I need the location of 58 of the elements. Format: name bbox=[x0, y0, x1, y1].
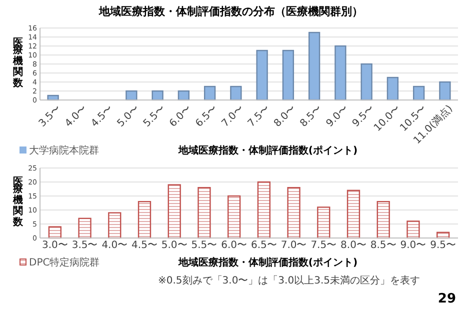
chart-title: 地域医療指数・体制評価指数の分布（医療機関群別） bbox=[98, 5, 363, 18]
bar bbox=[108, 212, 122, 239]
x-tick-label: 7.5〜 bbox=[310, 240, 337, 251]
bar bbox=[168, 184, 181, 239]
x-axis-title: 地域医療指数・体制評価指数(ポイント) bbox=[177, 256, 358, 268]
bar bbox=[152, 90, 164, 101]
bar bbox=[334, 45, 346, 101]
bar bbox=[406, 220, 420, 239]
x-tick-label: 8.0〜 bbox=[272, 103, 298, 130]
x-tick-label: 6.5〜 bbox=[250, 240, 277, 251]
bar bbox=[230, 86, 242, 101]
x-tick-label: 3.5〜 bbox=[72, 240, 98, 251]
x-tick-label: 7.0〜 bbox=[220, 103, 246, 130]
text: ※0.5刻みで「3.0〜」は「3.0以上3.5未満の区分」を表す bbox=[158, 274, 420, 286]
x-tick-label: 9.0〜 bbox=[324, 103, 351, 130]
bar bbox=[386, 76, 399, 101]
x-tick-label: 7.0〜 bbox=[280, 240, 307, 251]
x-tick-label: 9.0〜 bbox=[400, 240, 426, 251]
bar bbox=[126, 90, 138, 101]
bar bbox=[287, 187, 300, 239]
bar bbox=[228, 195, 241, 239]
x-tick-label: 6.5〜 bbox=[194, 103, 220, 130]
x-tick-label: 8.5〜 bbox=[298, 103, 324, 130]
x-tick-label: 7.5〜 bbox=[246, 103, 272, 130]
x-tick-label: 3.5〜 bbox=[37, 103, 64, 130]
x-tick-label: 6.0〜 bbox=[221, 240, 248, 251]
x-tick-label: 8.5〜 bbox=[370, 240, 396, 251]
bar bbox=[360, 63, 372, 101]
legend-label: DPC特定病院群 bbox=[29, 256, 100, 268]
bar bbox=[256, 50, 268, 101]
bar bbox=[412, 86, 425, 101]
x-tick-label: 5.5〜 bbox=[191, 240, 218, 251]
x-tick-label: 5.0〜 bbox=[161, 240, 188, 251]
bar bbox=[346, 190, 360, 239]
bar bbox=[308, 32, 320, 101]
x-axis-title: 地域医療指数・体制評価指数(ポイント) bbox=[177, 144, 358, 156]
x-tick-label: 8.0〜 bbox=[340, 240, 366, 251]
bar bbox=[48, 226, 62, 239]
bar bbox=[138, 201, 152, 239]
bar bbox=[204, 86, 216, 101]
x-tick-label: 5.5〜 bbox=[142, 103, 168, 130]
text: 29 bbox=[438, 292, 456, 307]
x-tick-label: 9.5〜 bbox=[430, 240, 456, 251]
bar bbox=[439, 81, 451, 101]
x-tick-label: 4.0〜 bbox=[102, 240, 128, 251]
x-tick-label: 5.0〜 bbox=[115, 103, 142, 130]
bar bbox=[257, 181, 270, 239]
x-tick-label: 4.0〜 bbox=[63, 103, 90, 130]
x-tick-label: 6.0〜 bbox=[168, 103, 194, 130]
bar bbox=[376, 201, 390, 239]
legend-label: 大学病院本院群 bbox=[29, 144, 99, 156]
x-tick-label: 3.0〜 bbox=[42, 240, 68, 251]
bar bbox=[198, 187, 211, 239]
bar bbox=[78, 218, 92, 239]
bar bbox=[317, 206, 330, 239]
x-tick-label: 4.5〜 bbox=[89, 103, 116, 130]
x-tick-label: 4.5〜 bbox=[132, 240, 158, 251]
bar bbox=[282, 50, 294, 101]
